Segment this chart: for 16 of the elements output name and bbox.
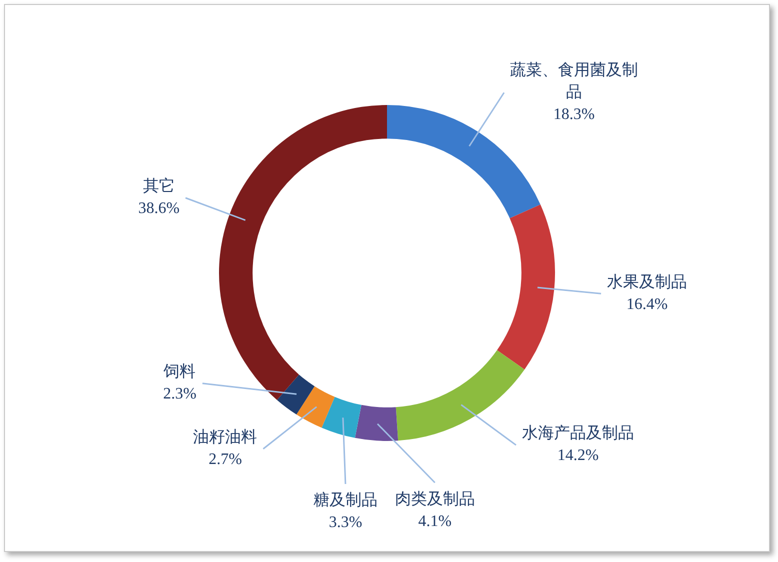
data-label: 18.3% xyxy=(553,106,595,123)
slice-label: 饲料 xyxy=(162,362,196,381)
data-label: 38.6% xyxy=(138,200,180,218)
slice-label: 其它 xyxy=(142,177,175,196)
slice-label: 水海产品及制品 xyxy=(522,424,634,442)
data-label: 3.3% xyxy=(328,514,362,532)
data-label: 2.7% xyxy=(208,451,242,468)
slice-label: 蔬菜、食用菌及制品 xyxy=(510,60,638,101)
data-label: 4.1% xyxy=(418,512,452,530)
slice-label: 糖及制品 xyxy=(313,491,378,510)
slice-label: 肉类及制品 xyxy=(394,490,475,508)
slice-label: 油籽油料 xyxy=(193,428,258,446)
data-label: 14.2% xyxy=(557,447,599,464)
data-label: 2.3% xyxy=(163,386,196,403)
data-label: 16.4% xyxy=(626,296,668,313)
slice-label: 水果及制品 xyxy=(607,272,688,291)
